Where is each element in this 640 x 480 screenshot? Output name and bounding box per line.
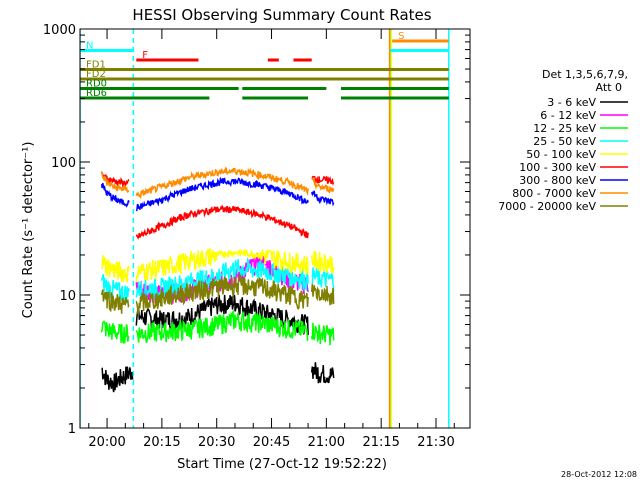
series-2 — [100, 309, 335, 346]
series-line-7-2 — [311, 177, 335, 194]
x-tick-label-1: 20:15 — [143, 435, 180, 450]
series-line-0-2 — [310, 362, 335, 384]
legend-label-1: 6 - 12 keV — [540, 109, 596, 122]
y-tick-label-0: 1 — [68, 422, 76, 437]
timestamp: 28-Oct-2012 12:08 — [561, 470, 637, 479]
plot-frame — [79, 28, 471, 429]
series-6 — [100, 176, 335, 212]
series-line-6-0 — [100, 182, 130, 208]
series-7 — [100, 166, 335, 200]
flag-label-3: FD1 — [86, 60, 106, 71]
x-axis-label: Start Time (27-Oct-12 19:52:22) — [177, 457, 387, 472]
legend-label-2: 12 - 25 keV — [533, 122, 596, 135]
series-line-8-2 — [310, 284, 335, 306]
y-tick-label-2: 100 — [51, 156, 76, 171]
x-tick-label-5: 21:15 — [362, 435, 399, 450]
series-line-8-0 — [100, 289, 130, 314]
legend-title-line-1: Det 1,3,5,6,7,9, — [542, 68, 628, 81]
x-tick-label-3: 20:45 — [253, 435, 290, 450]
series-line-5-0 — [100, 171, 130, 189]
legend-label-6: 300 - 800 keV — [519, 174, 596, 187]
x-tick-label-2: 20:30 — [198, 435, 235, 450]
flag-label-6: RD6 — [86, 88, 107, 99]
y-tick-label-3: 1000 — [43, 23, 76, 38]
series-line-4-1 — [135, 248, 309, 283]
series-line-2-1 — [135, 309, 309, 343]
series-line-7-1 — [135, 166, 309, 200]
x-tick-label-6: 21:30 — [417, 435, 454, 450]
legend-label-8: 7000 - 20000 keV — [498, 200, 596, 213]
legend-label-7: 800 - 7000 keV — [512, 187, 596, 200]
series-line-4-2 — [310, 250, 335, 274]
legend-label-3: 25 - 50 keV — [533, 135, 596, 148]
y-tick-label-1: 10 — [59, 289, 76, 304]
y-axis-label: Count Rate (s⁻¹ detector⁻¹) — [21, 142, 36, 319]
x-tick-label-4: 21:00 — [308, 435, 345, 450]
flag-label-1: F — [142, 50, 148, 61]
x-tick-label-0: 20:00 — [88, 435, 125, 450]
series-0 — [101, 294, 335, 393]
legend-label-0: 3 - 6 keV — [547, 96, 596, 109]
flag-label-0: N — [86, 41, 93, 52]
flag-label-5: RD0 — [86, 79, 107, 90]
flag-label-4: FD2 — [86, 69, 106, 80]
series-line-6-1 — [135, 176, 309, 212]
series-line-5-1 — [135, 204, 309, 240]
y-axis-ticks: 1 10 100 1000 — [43, 23, 470, 437]
series-line-4-0 — [101, 255, 130, 283]
series-line-2-2 — [310, 322, 335, 346]
chart-title: HESSI Observing Summary Count Rates — [132, 6, 431, 24]
series-line-3-2 — [311, 267, 335, 291]
x-axis-ticks: 20:00 20:15 20:30 20:45 21:00 21:15 21:30 — [88, 29, 455, 450]
series-line-2-0 — [100, 320, 130, 344]
legend-label-4: 50 - 100 keV — [526, 148, 596, 161]
flag-label-2: S — [398, 31, 404, 42]
series-5 — [100, 171, 335, 240]
series-line-7-0 — [100, 171, 130, 194]
series-line-6-2 — [310, 190, 335, 207]
series-line-5-2 — [311, 175, 335, 186]
series-line-3-1 — [135, 257, 309, 300]
series-line-0-0 — [101, 366, 134, 393]
legend-label-5: 100 - 300 keV — [519, 161, 596, 174]
series-8 — [100, 273, 335, 315]
series-line-8-1 — [135, 273, 309, 315]
legend-title-line-2: Att 0 — [596, 81, 622, 94]
series-4 — [101, 248, 335, 283]
